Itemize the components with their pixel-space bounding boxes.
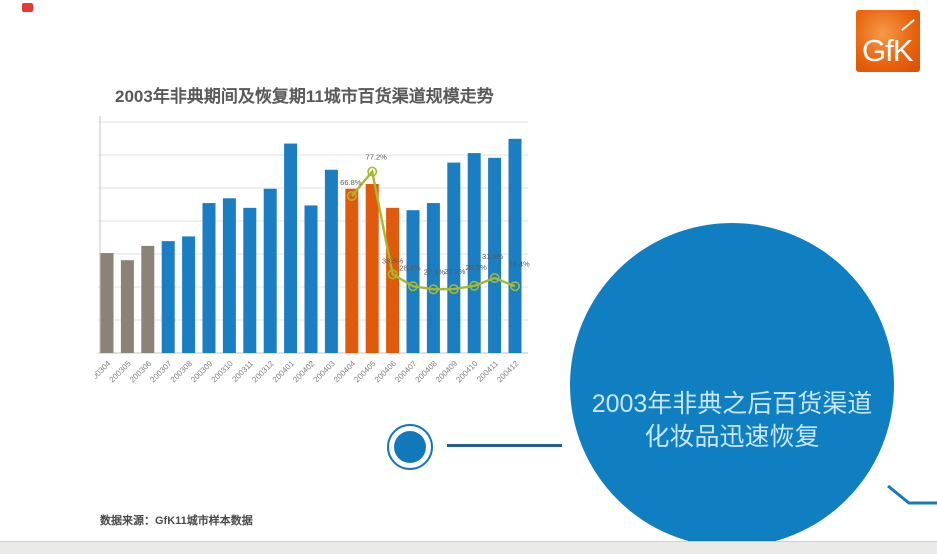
x-tick-label: 200310 — [210, 359, 236, 385]
point-marker — [469, 280, 480, 291]
bar-200409 — [447, 162, 461, 353]
bar-200311 — [243, 207, 257, 353]
bar-200408 — [426, 203, 440, 353]
bar-200406 — [386, 207, 400, 353]
bar-200410 — [467, 153, 481, 353]
bar-200305 — [120, 260, 134, 353]
point-marker — [428, 284, 439, 295]
point-label: 28.4% — [508, 259, 530, 268]
point-marker — [367, 166, 378, 177]
bar-200412 — [508, 138, 522, 353]
point-marker — [407, 281, 418, 292]
recording-dot-icon — [22, 3, 33, 12]
bar-200304 — [100, 253, 114, 353]
connector-line — [447, 444, 562, 447]
gfk-logo: GfK — [856, 10, 920, 72]
trend-line — [350, 168, 516, 291]
bar-200402 — [304, 205, 318, 353]
point-label: 28.4% — [399, 263, 421, 272]
source-note: 数据来源：GfK11城市样本数据 — [100, 515, 253, 527]
point-label: 66.8% — [340, 178, 362, 187]
bar-200403 — [324, 169, 338, 353]
point-marker — [489, 273, 500, 284]
bullet-marker-dot — [394, 431, 426, 463]
bar-200411 — [488, 157, 502, 353]
point-label: 28.6% — [466, 263, 488, 272]
bar-line-chart: 2003042003052003062003072003082003092003… — [95, 116, 530, 385]
point-label: 77.2% — [366, 153, 388, 162]
chart-title: 2003年非典期间及恢复期11城市百货渠道规模走势 — [115, 87, 494, 106]
x-tick-label: 200412 — [495, 359, 521, 385]
bar-200404 — [345, 188, 359, 353]
point-marker — [346, 191, 357, 202]
bar-200405 — [365, 184, 379, 353]
bar-200306 — [141, 245, 155, 353]
point-marker — [509, 281, 520, 292]
bar-200310 — [222, 198, 236, 353]
bottom-band — [0, 541, 937, 554]
corner-accent-line — [887, 484, 937, 505]
callout-text-line1: 2003年非典之后百货渠道 — [591, 390, 873, 418]
point-label: 27.2% — [444, 267, 466, 276]
gfk-logo-slash-icon — [901, 19, 915, 31]
point-label: 31.9% — [482, 252, 504, 261]
callout-text-line2: 化妆品迅速恢复 — [644, 423, 820, 451]
gfk-logo-text: GfK — [862, 33, 913, 68]
callout-circle: 2003年非典之后百货渠道 化妆品迅速恢复 — [570, 223, 894, 547]
point-marker — [387, 269, 398, 280]
x-tick-label: 200410 — [454, 359, 480, 385]
bar-200312 — [263, 188, 277, 353]
point-marker — [448, 284, 459, 295]
corner-accent-polyline — [887, 484, 937, 505]
point-label: 27.1% — [424, 267, 446, 276]
bar-200401 — [284, 143, 298, 353]
bar-200309 — [202, 203, 216, 353]
bullet-marker — [387, 424, 433, 470]
bar-200307 — [161, 241, 175, 353]
bar-200308 — [182, 236, 196, 353]
point-label: 33.5% — [382, 256, 404, 265]
